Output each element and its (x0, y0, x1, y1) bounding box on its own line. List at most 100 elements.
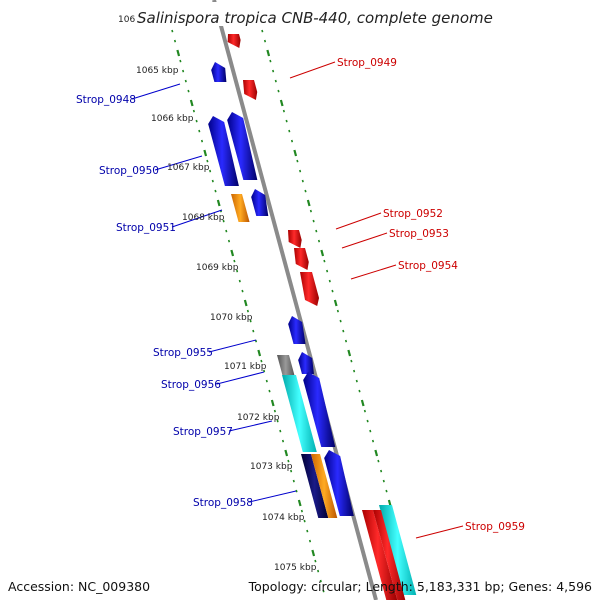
right-tick-track-tick (290, 139, 294, 143)
right-tick-track-tick (293, 149, 298, 157)
tick-tracks (171, 29, 415, 593)
kbp-tick-label: 1075 kbp (274, 563, 317, 573)
callout-line-left (131, 83, 181, 100)
right-tick-track-tick (342, 329, 345, 333)
right-tick-track-tick (279, 99, 284, 107)
gene-strop-0955[interactable] (288, 316, 306, 344)
callout-line-left (208, 339, 257, 353)
left-tick-track-tick (279, 429, 282, 433)
callout-line-left (216, 371, 265, 385)
gene-strop-0949a[interactable] (227, 34, 241, 48)
left-tick-track-tick (198, 129, 201, 133)
gene-strop-0958[interactable] (301, 454, 329, 518)
left-tick-track-tick (260, 359, 263, 363)
right-tick-track-tick (344, 339, 348, 343)
left-tick-track-tick (192, 109, 195, 113)
right-tick-track-tick (385, 489, 388, 493)
right-tick-track-tick (326, 269, 329, 273)
gene-label-right[interactable]: Strop_0953 (389, 228, 449, 240)
gene-strop-0951b[interactable] (251, 189, 269, 216)
gene-callouts: Strop_0948 Strop_0950 Strop_0951 Strop_0955… (76, 57, 525, 539)
gene-label-right[interactable]: Strop_0952 (383, 208, 443, 220)
map-title: Salinispora tropica CNB-440, complete ge… (137, 9, 493, 27)
gene-label-left[interactable]: Strop_0955 (153, 347, 213, 359)
kbp-tick-label: 1069 kbp (196, 263, 239, 273)
kbp-tick-label: 1071 kbp (224, 362, 267, 372)
gene-strop-0959b[interactable] (379, 505, 417, 595)
gene-label-left[interactable]: Strop_0951 (116, 222, 176, 234)
gene-strop-0954[interactable] (300, 272, 320, 306)
left-tick-track-tick (225, 229, 228, 233)
right-tick-track-tick (328, 279, 331, 283)
right-tick-track-tick (306, 199, 311, 207)
left-tick-track-tick (216, 199, 221, 207)
callout-line-right (350, 264, 397, 280)
right-tick-track-tick (380, 469, 383, 473)
right-tick-track-tick (374, 449, 379, 457)
right-tick-track-tick (317, 239, 321, 243)
left-tick-track-tick (184, 79, 187, 83)
left-tick-track-tick (281, 439, 285, 443)
right-tick-track-tick (277, 89, 280, 93)
right-tick-track-tick (312, 219, 315, 223)
left-tick-track-tick (292, 479, 295, 483)
gene-strop-0958b[interactable] (311, 454, 338, 518)
right-tick-track-tick (333, 299, 338, 307)
kbp-tick-label: 1074 kbp (262, 513, 305, 523)
left-tick-track-tick (195, 119, 198, 123)
gene-label-right[interactable]: Strop_0949 (337, 57, 397, 69)
left-tick-track-tick (203, 149, 208, 157)
gene-strop-0952[interactable] (288, 230, 302, 248)
right-tick-track-tick (299, 169, 302, 173)
gene-label-left[interactable]: Strop_0958 (193, 497, 253, 509)
gene-strop-0950b[interactable] (227, 112, 258, 180)
gene-strop-0958c[interactable] (324, 450, 354, 516)
genome-summary: Topology: circular; Length: 5,183,331 bp… (248, 579, 592, 594)
gene-strop-0956b[interactable] (298, 352, 314, 374)
gene-label-right[interactable]: Strop_0954 (398, 260, 458, 272)
right-tick-track-tick (274, 79, 277, 83)
left-tick-track-tick (273, 409, 276, 413)
gene-strop-0949[interactable] (243, 80, 258, 100)
left-tick-track-tick (243, 299, 248, 307)
left-tick-track-tick (257, 349, 262, 357)
kbp-scale: 1065 kbp 1066 kbp 1067 kbp 1068 kbp 1069 kbp… (136, 66, 317, 573)
callout-line-left (248, 490, 297, 503)
gene-label-left[interactable]: Strop_0950 (99, 165, 159, 177)
right-tick-track-tick (323, 259, 326, 263)
right-tick-track-tick (366, 419, 369, 423)
gene-strop-0959[interactable] (362, 510, 398, 600)
right-tick-track-tick (304, 189, 307, 193)
gene-label-left[interactable]: Strop_0957 (173, 426, 233, 438)
gene-strop-0950a[interactable] (208, 116, 239, 186)
left-tick-track-tick (249, 319, 252, 323)
right-tick-track-tick (336, 309, 339, 313)
gene-strop-0957[interactable] (282, 375, 317, 452)
right-tick-track-tick (272, 69, 275, 73)
left-tick-track-tick (209, 169, 212, 173)
callout-line-right (289, 61, 336, 79)
accession-text: Accession: NC_009380 (8, 579, 151, 594)
gene-features (208, 34, 417, 600)
left-tick-track-tick (308, 539, 312, 543)
gene-label-left[interactable]: Strop_0948 (76, 94, 136, 106)
gene-strop-0959c[interactable] (373, 510, 406, 600)
gene-label-left[interactable]: Strop_0956 (161, 379, 221, 391)
left-tick-track-tick (284, 449, 289, 457)
left-tick-track-tick (300, 509, 303, 513)
right-tick-track-tick (320, 249, 325, 257)
gene-strop-0957b[interactable] (303, 372, 336, 447)
left-tick-track-tick (222, 219, 225, 223)
gene-strop-0956[interactable] (277, 355, 295, 375)
gene-label-right[interactable]: Strop_0959 (465, 521, 525, 533)
gene-strop-0948[interactable] (211, 62, 227, 82)
callout-line-left (171, 209, 223, 228)
right-tick-track-tick (353, 369, 356, 373)
left-tick-track-tick (230, 249, 235, 257)
callout-line-left (228, 420, 273, 432)
gene-strop-0953[interactable] (294, 248, 309, 270)
gene-strop-0951[interactable] (231, 194, 250, 222)
left-tick-track-tick (252, 329, 255, 333)
left-tick-track-tick (319, 579, 322, 583)
left-tick-track-tick (270, 399, 275, 407)
